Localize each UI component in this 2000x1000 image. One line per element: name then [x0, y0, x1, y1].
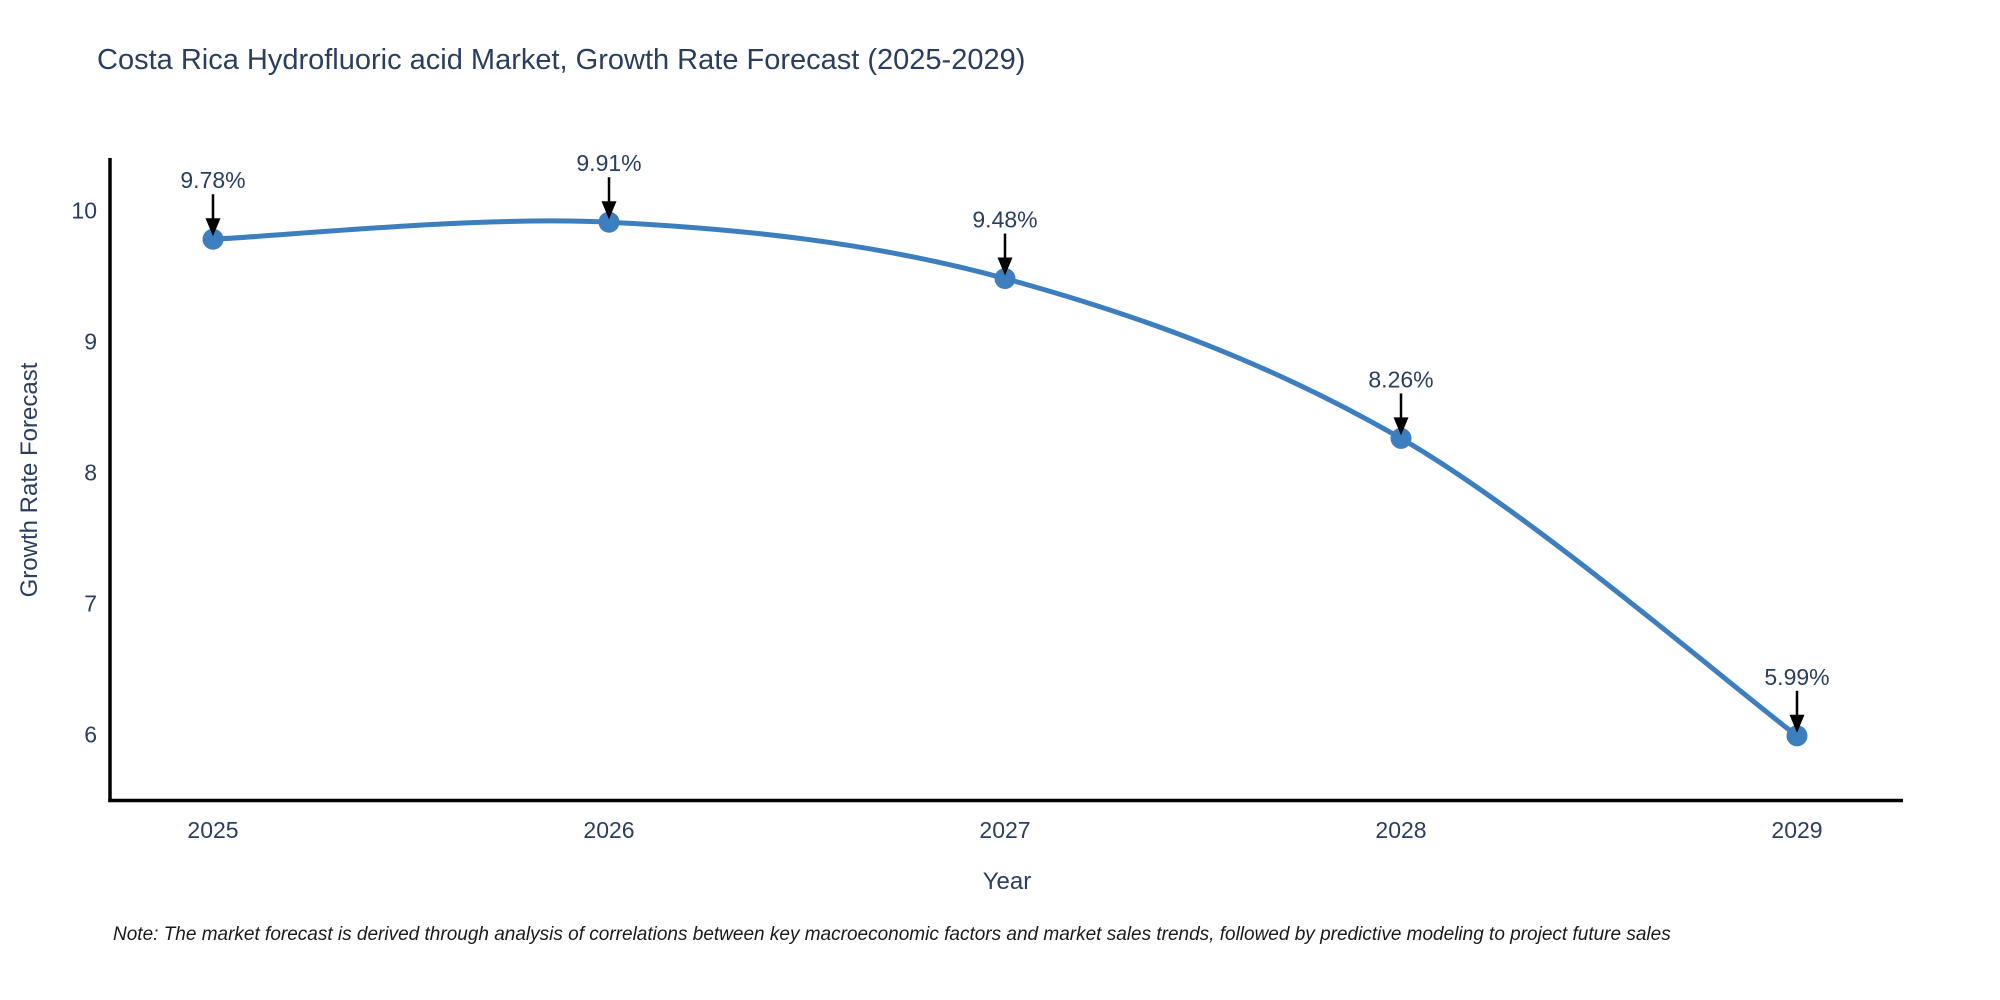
annotation-arrowhead: [1789, 714, 1805, 733]
x-tick-label: 2026: [583, 817, 634, 843]
y-tick-label: 7: [84, 590, 97, 616]
data-point-marker: [598, 211, 620, 233]
x-axis-title: Year: [982, 868, 1032, 895]
annotation-arrowhead: [1393, 417, 1409, 436]
data-point-label: 5.99%: [1764, 664, 1829, 690]
y-tick-label: 8: [84, 459, 97, 485]
data-point-label: 9.78%: [180, 167, 245, 193]
annotation-arrowhead: [997, 257, 1013, 276]
y-tick-label: 6: [84, 721, 97, 747]
chart-title: Costa Rica Hydrofluoric acid Market, Gro…: [97, 44, 1026, 76]
footnote: Note: The market forecast is derived thr…: [113, 924, 1671, 945]
data-point-label: 9.91%: [576, 150, 641, 176]
annotation-arrowhead: [601, 201, 617, 220]
data-point-marker: [1786, 725, 1808, 747]
data-point-label: 8.26%: [1368, 366, 1433, 392]
y-tick-label: 10: [71, 197, 97, 223]
series-line: [210, 218, 1800, 739]
x-tick-label: 2025: [187, 817, 238, 843]
x-tick-label: 2028: [1375, 817, 1426, 843]
y-tick-label: 9: [84, 328, 97, 354]
data-point-label: 9.48%: [972, 207, 1037, 233]
data-point-marker: [1390, 427, 1412, 449]
data-point-marker: [994, 268, 1016, 290]
x-tick-label: 2029: [1771, 817, 1822, 843]
data-point-marker: [202, 228, 224, 250]
annotation-arrowhead: [205, 218, 221, 237]
x-tick-label: 2027: [979, 817, 1030, 843]
